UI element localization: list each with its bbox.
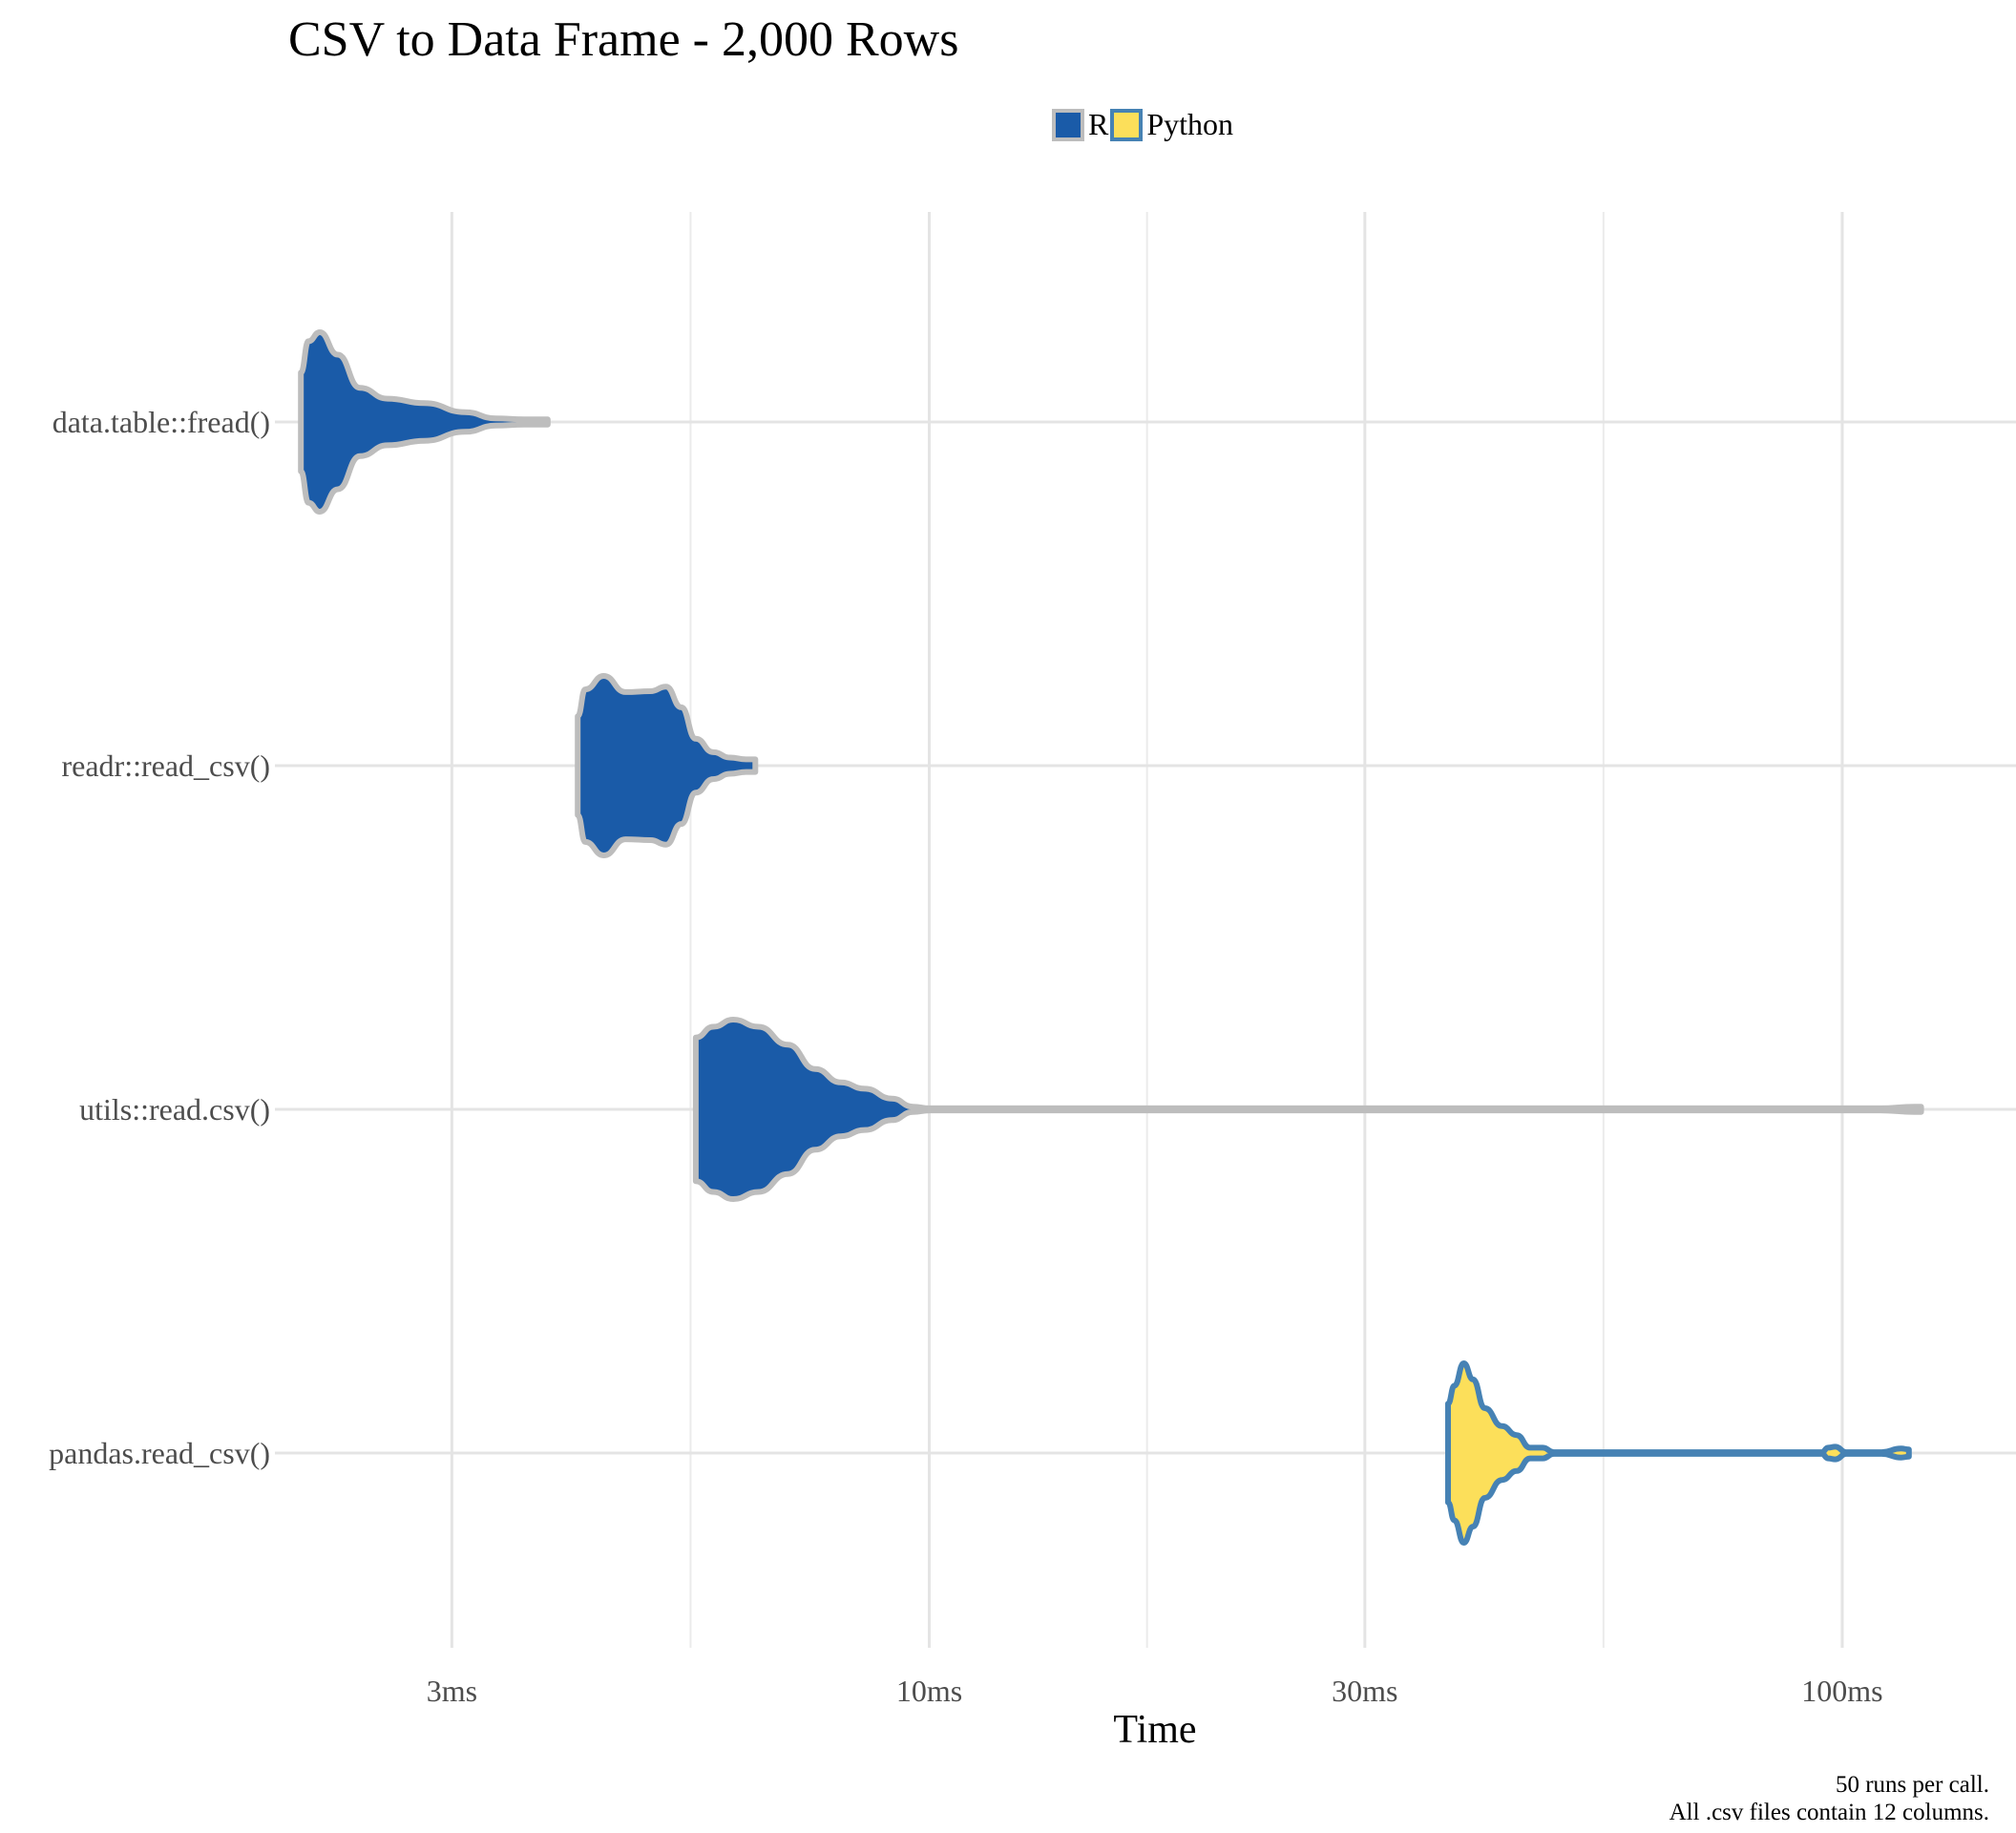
- y-tick-label-0: data.table::fread(): [52, 405, 270, 439]
- legend-key-r: [1052, 108, 1084, 141]
- legend-entry-r: R: [1052, 107, 1110, 142]
- chart-title: CSV to Data Frame - 2,000 Rows: [288, 12, 959, 67]
- x-tick-label-0: 3ms: [427, 1674, 477, 1708]
- axis-labels: 3ms 10ms 30ms 100ms data.table::fread()readr…: [49, 405, 1883, 1708]
- y-tick-label-1: readr::read_csv(): [61, 748, 270, 783]
- x-tick-label-1: 10ms: [896, 1674, 962, 1708]
- legend-label-r: R: [1088, 107, 1109, 141]
- violin-1: [575, 673, 759, 858]
- x-axis-title: Time: [1113, 1708, 1197, 1752]
- x-tick-label-2: 30ms: [1332, 1674, 1397, 1708]
- violins: [298, 329, 1924, 1546]
- y-tick-label-2: utils::read.csv(): [79, 1092, 270, 1127]
- violin-3: [1445, 1360, 1912, 1546]
- caption-line-columns: All .csv files contain 12 columns.: [1669, 1800, 1989, 1825]
- legend-entry-python: Python: [1110, 107, 1235, 142]
- x-tick-label-3: 100ms: [1801, 1674, 1882, 1708]
- violin-0: [298, 329, 551, 515]
- legend: R Python: [1052, 107, 1235, 142]
- legend-label-python: Python: [1146, 107, 1234, 141]
- legend-key-python: [1110, 108, 1144, 141]
- violin-2: [692, 1017, 1924, 1202]
- caption-line-runs: 50 runs per call.: [1835, 1772, 1989, 1798]
- caption: 50 runs per call. All .csv files contain…: [1670, 1771, 1989, 1826]
- y-tick-label-3: pandas.read_csv(): [49, 1436, 270, 1470]
